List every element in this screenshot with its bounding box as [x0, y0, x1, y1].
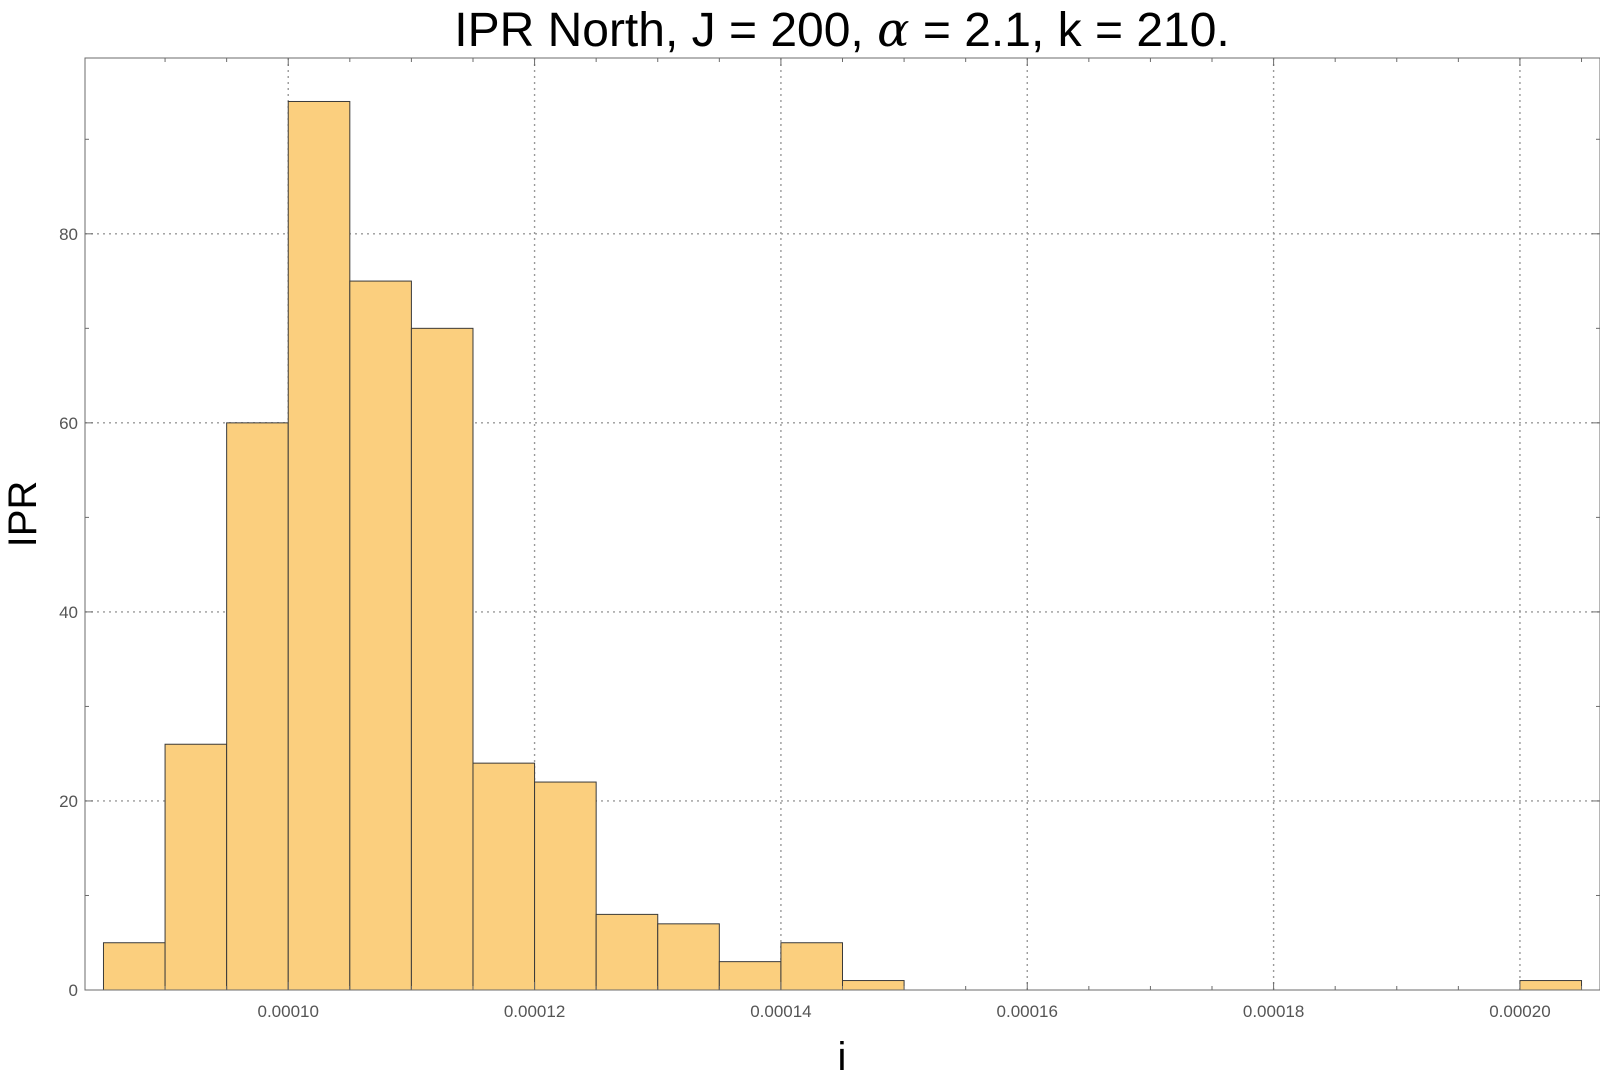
chart-title-part-2: = 2.1, k = 210. [910, 4, 1230, 57]
histogram-bar-10 [718, 961, 782, 991]
x-tick-label-1: 0.00012 [504, 1002, 565, 1021]
x-tick-label-5: 0.00020 [1489, 1002, 1550, 1021]
histogram-bar-1 [164, 743, 228, 991]
y-tick-label-3: 60 [59, 414, 78, 433]
x-tick-label-0: 0.00010 [258, 1002, 319, 1021]
histogram-bar-8 [595, 913, 659, 991]
y-tick-label-2: 40 [59, 603, 78, 622]
axes-layer: 0.00010 0.00012 0.00014 0.00016 0.00018 0.000… [59, 57, 1600, 1021]
y-tick-label-4: 80 [59, 225, 78, 244]
chart-title-part-1: IPR North, J = 200, [454, 4, 877, 57]
histogram-bar-6 [472, 762, 536, 991]
x-axis-label: i [838, 1035, 847, 1079]
chart-title: IPR North, J = 200, α = 2.1, k = 210. [454, 2, 1230, 58]
bars-layer [102, 100, 1583, 991]
histogram-bar-13 [1519, 980, 1583, 991]
histogram-bar-5 [410, 327, 474, 991]
chart-title-alpha: α [877, 2, 909, 58]
x-tick-label-4: 0.00018 [1243, 1002, 1304, 1021]
histogram-bar-0 [102, 942, 166, 991]
x-tick-label-3: 0.00016 [997, 1002, 1058, 1021]
y-axis-label: IPR [1, 481, 45, 548]
x-tick-label-2: 0.00014 [750, 1002, 811, 1021]
y-tick-label-1: 20 [59, 792, 78, 811]
histogram-bar-2 [226, 422, 289, 991]
histogram-bar-12 [842, 980, 905, 991]
histogram-bar-11 [780, 942, 843, 991]
y-tick-label-0: 0 [69, 981, 78, 1000]
histogram-bar-3 [287, 100, 351, 991]
histogram-bar-7 [534, 781, 597, 991]
histogram-bar-4 [349, 280, 412, 991]
histogram-bar-9 [657, 923, 720, 991]
